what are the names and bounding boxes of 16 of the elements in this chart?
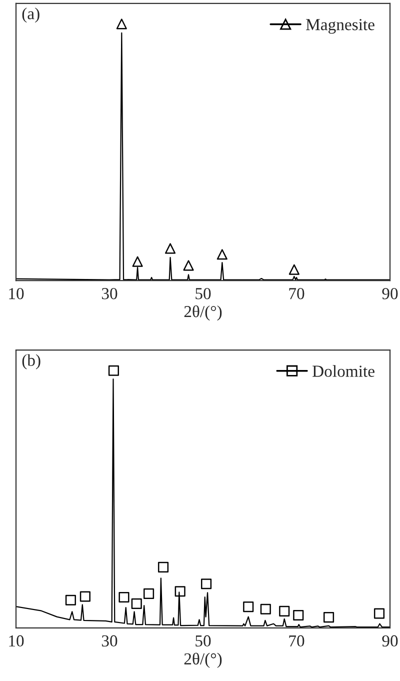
x-tick-label: 90 <box>382 288 398 300</box>
x-tick-label: 70 <box>289 288 304 300</box>
chart-title: (b) <box>22 354 40 370</box>
x-tick-label: 50 <box>196 288 211 300</box>
x-tick-label: 30 <box>102 635 118 647</box>
chart-title: (a) <box>22 8 40 23</box>
legend-label: Dolomite <box>312 365 374 377</box>
x-tick-label: 10 <box>9 288 24 300</box>
x-tick-label: 30 <box>102 288 118 300</box>
legend-label: Magnesite <box>306 19 374 34</box>
x-tick-label: 90 <box>382 635 398 647</box>
x-axis-title: 2θ/(°) <box>184 305 222 321</box>
x-tick-label: 70 <box>289 635 304 647</box>
x-tick-label: 10 <box>9 635 24 647</box>
x-axis-title: 2θ/(°) <box>184 652 222 668</box>
x-tick-label: 50 <box>196 635 211 647</box>
